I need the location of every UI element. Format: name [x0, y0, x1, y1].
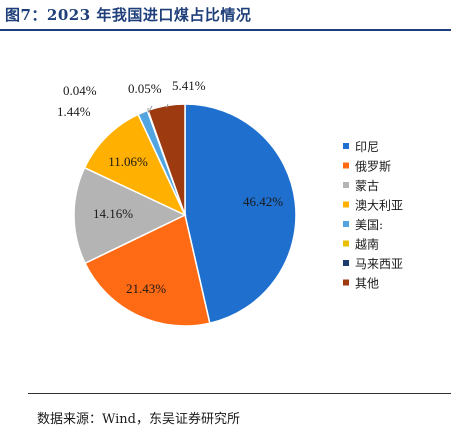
legend-swatch-8 [343, 279, 349, 286]
data-label-7: 0.05% [128, 81, 162, 96]
data-label-5: 1.44% [57, 104, 91, 119]
legend-swatch-7 [343, 260, 349, 266]
data-label-8: 5.41% [172, 78, 206, 93]
leader-line-7 [148, 105, 153, 113]
pie-slice-4 [83, 113, 187, 217]
data-label-2: 21.43% [126, 281, 166, 296]
source-note: 数据来源：Wind，东吴证券研究所 [37, 412, 240, 427]
legend-label-1: 印尼 [355, 140, 379, 154]
legend-swatch-6 [343, 240, 349, 247]
pie-slice-2 [84, 213, 211, 327]
legend-label-4: 澳大利亚 [355, 199, 403, 213]
legend-label-7: 马来西亚 [355, 257, 403, 271]
legend-swatch-3 [343, 182, 349, 188]
pie-slice-3 [73, 166, 187, 265]
legend-label-2: 俄罗斯 [355, 160, 391, 174]
data-label-3: 14.16% [93, 206, 133, 221]
legend-label-6: 越南 [355, 237, 379, 252]
data-label-6: 0.04% [63, 83, 97, 98]
source-rule [28, 393, 451, 394]
legend-swatch-4 [343, 201, 349, 208]
legend-swatch-5 [343, 221, 349, 227]
legend-swatch-1 [343, 143, 349, 149]
legend-swatch-2 [343, 162, 349, 169]
figure-title: 图7：2023 年我国进口煤占比情况 [5, 6, 252, 24]
pie-slice-1 [184, 103, 297, 325]
leader-line-8 [166, 103, 169, 108]
legend-label-5: 美国: [355, 218, 383, 232]
data-label-4: 11.06% [108, 154, 148, 169]
legend-label-3: 蒙古 [355, 178, 379, 193]
data-label-1: 46.42% [243, 194, 283, 209]
legend-label-8: 其他 [355, 277, 379, 291]
title-rule [0, 29, 451, 31]
